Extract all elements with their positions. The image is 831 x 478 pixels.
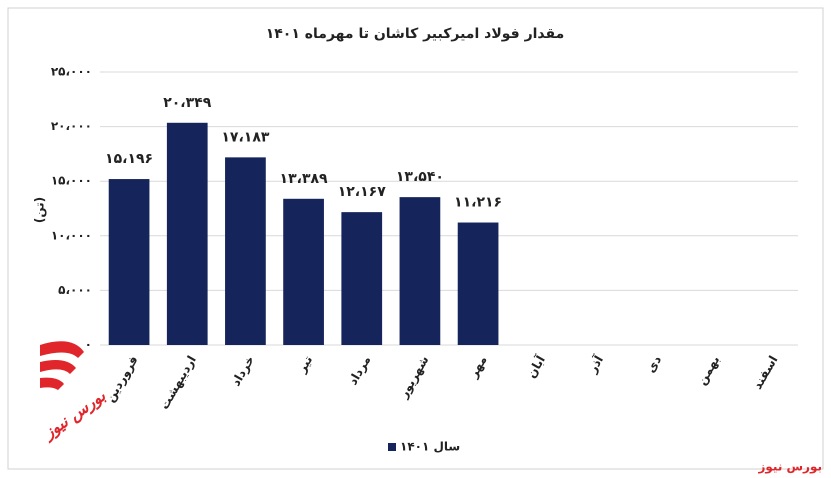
data-label: ۲۰،۳۴۹	[163, 95, 211, 111]
bar	[283, 198, 324, 345]
bar	[399, 197, 441, 345]
y-tick-label: ۱۰،۰۰۰	[51, 228, 92, 242]
legend-swatch	[388, 443, 396, 451]
y-axis-label: (تن)	[33, 197, 47, 223]
bar	[166, 122, 208, 346]
logo-shape	[40, 377, 64, 390]
y-tick-label: ۰	[85, 338, 92, 352]
data-label: ۱۷،۱۸۳	[221, 129, 269, 145]
data-label: ۱۵،۱۹۶	[105, 151, 153, 167]
data-label: ۱۲،۱۶۷	[338, 184, 386, 200]
bar	[457, 222, 499, 345]
y-tick-label: ۲۰،۰۰۰	[51, 119, 92, 133]
legend-label: سال ۱۴۰۱	[400, 440, 460, 454]
data-label: ۱۱،۲۱۶	[454, 195, 502, 211]
logo-shape	[40, 341, 84, 358]
y-tick-label: ۲۵،۰۰۰	[51, 65, 92, 79]
data-label: ۱۳،۵۴۰	[396, 169, 444, 185]
logo-shape	[40, 360, 76, 374]
bar	[108, 179, 150, 345]
y-tick-label: ۵،۰۰۰	[58, 283, 92, 297]
bar	[225, 157, 266, 345]
y-tick-label: ۱۵،۰۰۰	[51, 174, 92, 188]
chart-title: مقدار فولاد امیرکبیر کاشان تا مهرماه ۱۴۰…	[266, 26, 565, 42]
data-label: ۱۳،۳۸۹	[280, 171, 328, 187]
watermark: بورس نیوز	[757, 460, 822, 475]
bar	[341, 212, 383, 345]
